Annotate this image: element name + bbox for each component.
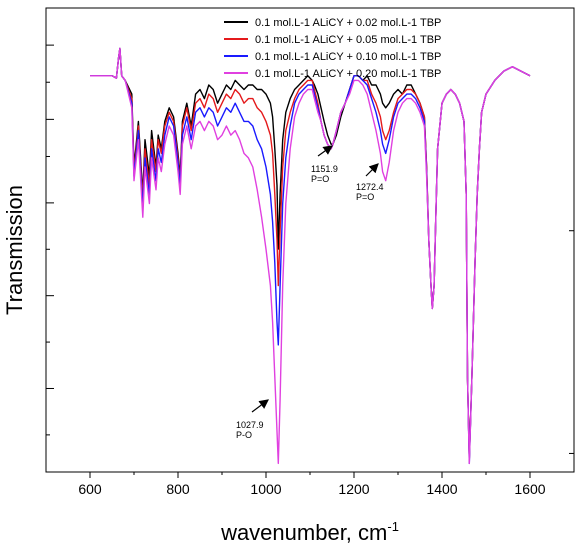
annotation-arrow-3: [251, 399, 269, 413]
x-tick-label-1000: 1000: [250, 481, 281, 497]
y-axis-label: Transmission: [2, 185, 27, 315]
series-line-1: [90, 47, 531, 460]
x-axis-label: wavenumber, cm-1: [220, 519, 399, 545]
annotation-value-3: 1027.9: [236, 420, 264, 430]
annotation-value-2: 1272.4: [356, 182, 384, 192]
legend-label-2: 0.1 mol.L-1 ALiCY + 0.05 mol.L-1 TBP: [255, 34, 441, 46]
annotation-value-1: 1151.9: [311, 164, 338, 174]
legend-label-1: 0.1 mol.L-1 ALiCY + 0.02 mol.L-1 TBP: [255, 17, 441, 29]
annotation-arrow-2: [365, 163, 379, 177]
series-line-2: [90, 47, 531, 460]
x-tick-label-1400: 1400: [426, 481, 457, 497]
series-line-3: [90, 47, 531, 465]
legend-label-4: 0.1 mol.L-1 ALiCY + 0.20 mol.L-1 TBP: [255, 68, 441, 80]
annotation-arrow-1: [317, 145, 333, 157]
annotation-bond-1: P=O: [311, 174, 329, 184]
legend-label-3: 0.1 mol.L-1 ALiCY + 0.10 mol.L-1 TBP: [255, 51, 441, 63]
series-line-4: [90, 47, 531, 465]
x-tick-label-800: 800: [166, 481, 190, 497]
x-tick-label-1600: 1600: [514, 481, 545, 497]
annotation-bond-3: P-O: [236, 430, 252, 440]
x-tick-label-1200: 1200: [338, 481, 369, 497]
annotation-bond-2: P=O: [356, 192, 374, 202]
x-tick-label-600: 600: [78, 481, 102, 497]
